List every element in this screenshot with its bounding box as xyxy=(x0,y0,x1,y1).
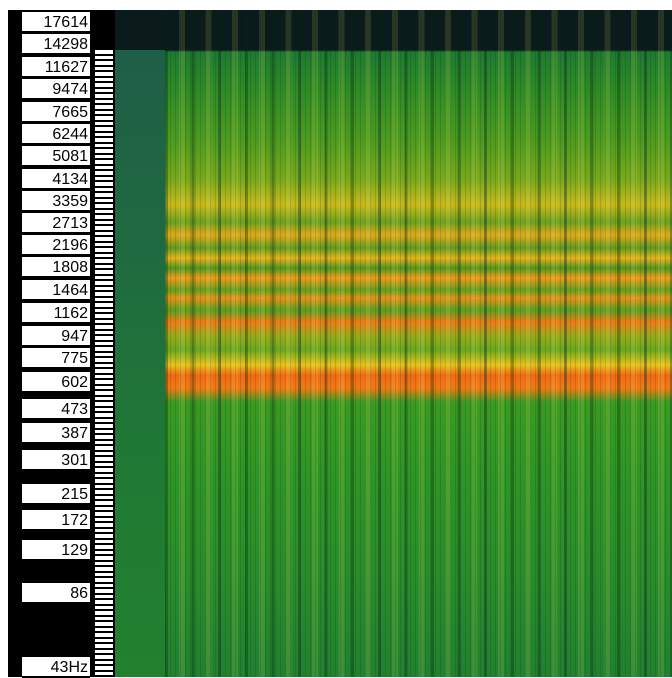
frequency-label: 1162 xyxy=(22,303,90,324)
piano-keys xyxy=(95,50,113,677)
spectrogram-lead xyxy=(115,50,165,677)
frequency-label: 17614 xyxy=(22,12,90,33)
frequency-label: 14298 xyxy=(22,34,90,55)
frequency-label: 3359 xyxy=(22,191,90,212)
frequency-label: 4134 xyxy=(22,169,90,190)
frequency-label: 301 xyxy=(22,450,90,471)
frequency-label: 215 xyxy=(22,484,90,505)
frequency-label: 172 xyxy=(22,510,90,531)
frequency-label: 11627 xyxy=(22,57,90,78)
spectrogram-texture xyxy=(165,10,672,677)
frequency-label: 775 xyxy=(22,348,90,369)
frequency-label: 86 xyxy=(22,583,90,604)
frequency-label: 1808 xyxy=(22,257,90,278)
frequency-label: 2196 xyxy=(22,235,90,256)
frequency-label: 2713 xyxy=(22,213,90,234)
frequency-label: 6244 xyxy=(22,124,90,145)
frequency-label: 387 xyxy=(22,423,90,444)
frequency-label: 473 xyxy=(22,399,90,420)
frequency-label: 7665 xyxy=(22,102,90,123)
frequency-label: 947 xyxy=(22,326,90,347)
frequency-label: 43Hz xyxy=(22,657,90,678)
frequency-label: 5081 xyxy=(22,146,90,167)
spectrogram xyxy=(115,10,672,677)
frequency-label: 129 xyxy=(22,540,90,561)
spectrogram-view: 1761414298116279474766562445081413433592… xyxy=(0,0,672,677)
frequency-label: 602 xyxy=(22,372,90,393)
frequency-label: 9474 xyxy=(22,79,90,100)
frequency-label: 1464 xyxy=(22,280,90,301)
